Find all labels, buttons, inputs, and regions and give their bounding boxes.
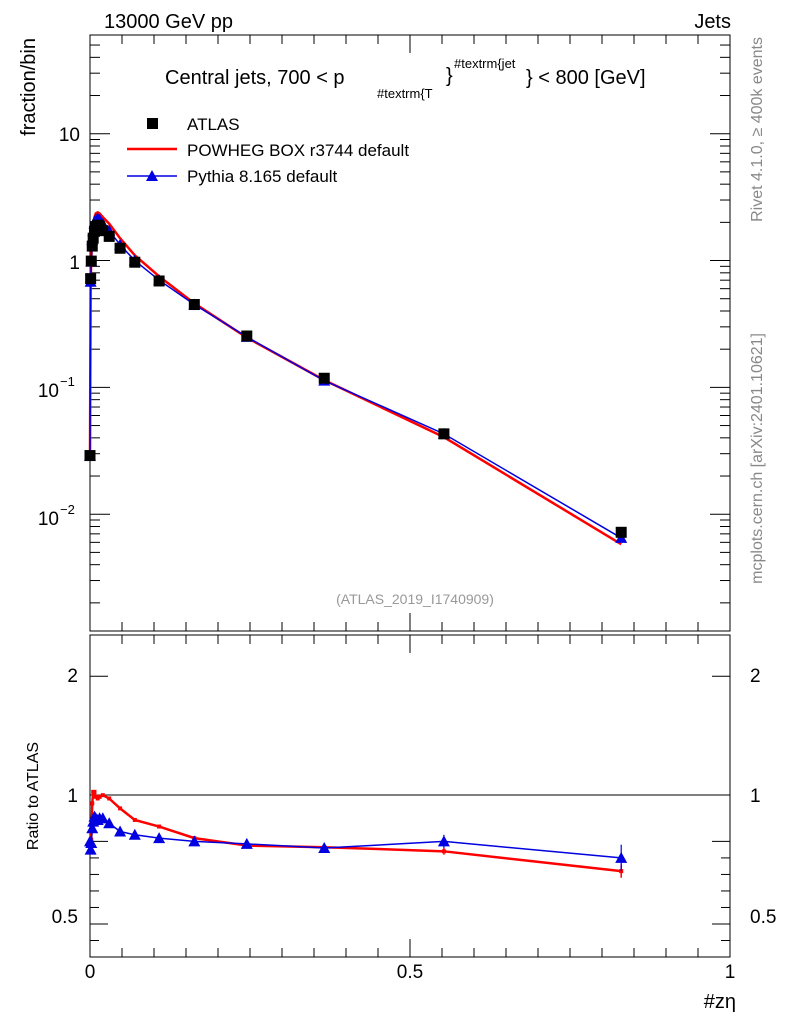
- ratio-ytick-label-right-2: 2: [750, 666, 761, 687]
- atlas-point: [84, 450, 96, 462]
- ratio-pythia-point: [114, 825, 127, 837]
- ratio-plot-frame: [89, 634, 731, 958]
- ratio-pythia-point: [188, 835, 201, 847]
- main-ytick-label-0p1: 10: [38, 381, 59, 402]
- powheg-line: [88, 210, 622, 546]
- plot-title-superscript: #textrm{jet: [454, 56, 516, 71]
- atlas-point: [86, 240, 98, 252]
- main-ytick-exp-0p01: −2: [60, 502, 75, 517]
- ratio-powheg-point: [100, 793, 105, 798]
- ratio-powheg-point: [132, 817, 137, 822]
- ratio-powheg-point: [97, 794, 102, 799]
- ratio-ticks: [89, 635, 731, 957]
- ratio-ytick-label-0p5: 0.5: [52, 907, 78, 928]
- atlas-point: [87, 232, 99, 244]
- ratio-pythia-line: [89, 814, 622, 859]
- ratio-pythia-point: [84, 843, 97, 855]
- main-ytick-label-10: 10: [59, 125, 80, 146]
- ratio-y-tick-labels-left: 2 1 0.5: [52, 666, 78, 928]
- ratio-pythia-point: [240, 837, 253, 849]
- ratio-powheg-point: [118, 806, 123, 811]
- atlas-point: [85, 255, 97, 267]
- ratio-ytick-label-1: 1: [67, 786, 78, 807]
- ratio-pythia-point: [128, 828, 141, 840]
- ratio-powheg-point: [441, 849, 446, 854]
- atlas-point: [129, 256, 141, 268]
- main-plot-frame: [89, 34, 731, 632]
- atlas-point: [241, 330, 253, 342]
- atlas-point: [188, 299, 200, 311]
- ratio-powheg-point: [92, 789, 97, 794]
- plot-title-subscript: #textrm{T: [377, 86, 433, 101]
- main-ytick-exp-0p1: −1: [60, 374, 75, 389]
- xtick-label-1: 1: [725, 962, 736, 983]
- legend: ATLAS POWHEG BOX r3744 default Pythia 8.…: [127, 115, 409, 186]
- x-axis-label: #zη: [704, 991, 736, 1013]
- atlas-point: [103, 230, 115, 242]
- plot-title-tail: } < 800 [GeV]: [526, 67, 646, 89]
- atlas-point: [318, 372, 330, 384]
- ratio-pythia-point: [153, 832, 166, 844]
- plot-title: Central jets, 700 < p #textrm{T } #textr…: [165, 56, 646, 101]
- ratio-ytick-label-right-0p5: 0.5: [750, 907, 776, 928]
- atlas-point: [97, 225, 109, 237]
- legend-atlas-marker: [147, 118, 158, 129]
- plot-title-brace: }: [446, 65, 453, 87]
- main-y-tick-labels: 10 1 10 −1 10 −2: [38, 125, 80, 530]
- ratio-powheg-point: [157, 824, 162, 829]
- side-mcplots-label: mcplots.cern.ch [arXiv:2401.10621]: [749, 333, 766, 584]
- ratio-pythia-point: [85, 837, 98, 849]
- main-y-axis-label: fraction/bin: [18, 38, 40, 136]
- ratio-powheg-point: [90, 801, 95, 806]
- legend-pythia-marker: [146, 170, 158, 181]
- x-tick-labels: 0 0.5 1: [85, 962, 736, 983]
- ratio-powheg-point: [107, 796, 112, 801]
- ratio-y-tick-labels-right: 2 1 0.5: [750, 666, 776, 928]
- main-y-ticks: [89, 34, 731, 631]
- plot-title-main: Central jets, 700 < p: [165, 67, 345, 89]
- legend-powheg-label: POWHEG BOX r3744 default: [187, 141, 409, 160]
- ratio-ytick-label-right-1: 1: [750, 786, 761, 807]
- main-ytick-label-0p01: 10: [38, 509, 59, 530]
- legend-pythia-label: Pythia 8.165 default: [187, 167, 338, 186]
- category-label: Jets: [694, 11, 731, 33]
- ratio-pythia-point: [103, 817, 116, 829]
- pythia-line: [89, 217, 622, 539]
- ratio-pythia-point: [318, 842, 331, 854]
- atlas-point: [615, 526, 627, 538]
- atlas-point: [438, 428, 450, 440]
- ratio-y-axis-label: Ratio to ATLAS: [25, 742, 42, 850]
- ratio-pythia-point: [96, 812, 109, 824]
- side-rivet-label: Rivet 4.1.0, ≥ 400k events: [749, 37, 766, 222]
- ratio-pythia-point: [86, 822, 99, 834]
- ratio-powheg-line: [88, 790, 622, 873]
- main-series-layer: [84, 210, 628, 546]
- xtick-label-0: 0: [85, 962, 96, 983]
- main-ytick-label-1: 1: [69, 253, 80, 274]
- legend-atlas-label: ATLAS: [187, 115, 240, 134]
- ratio-ytick-label-2: 2: [67, 666, 78, 687]
- xtick-label-0p5: 0.5: [397, 962, 423, 983]
- ratio-pythia-point: [615, 851, 628, 863]
- atlas-point: [85, 273, 97, 285]
- ratio-pythia-point: [437, 835, 450, 847]
- atlas-point: [114, 242, 126, 254]
- atlas-point: [153, 275, 165, 287]
- analysis-id-label: (ATLAS_2019_I1740909): [336, 591, 494, 607]
- energy-label: 13000 GeV pp: [104, 11, 233, 33]
- ratio-series-layer: [84, 789, 628, 878]
